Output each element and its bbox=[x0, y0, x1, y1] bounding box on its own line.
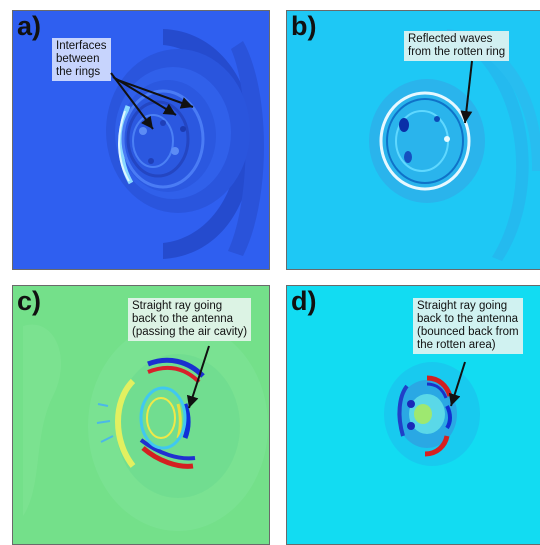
panel-c-label: c) bbox=[17, 286, 42, 316]
panel-b: b) Reflected waves from the rotten ring bbox=[286, 10, 540, 270]
panel-a: a) Interfaces between the rings bbox=[12, 10, 270, 270]
panel-b-label: b) bbox=[291, 11, 317, 41]
panel-d-annotation: Straight ray going back to the antenna (… bbox=[413, 298, 523, 354]
panel-c-annotation: Straight ray going back to the antenna (… bbox=[128, 298, 252, 341]
panel-b-annotation: Reflected waves from the rotten ring bbox=[404, 31, 510, 61]
panel-a-label: a) bbox=[17, 11, 42, 41]
panel-d-label: d) bbox=[291, 286, 317, 316]
panel-a-annotation: Interfaces between the rings bbox=[52, 38, 111, 81]
panel-c: c) Straight ray going back to the antenn… bbox=[12, 285, 270, 545]
panel-d: d) Straight ray going back to the antenn… bbox=[286, 285, 540, 545]
